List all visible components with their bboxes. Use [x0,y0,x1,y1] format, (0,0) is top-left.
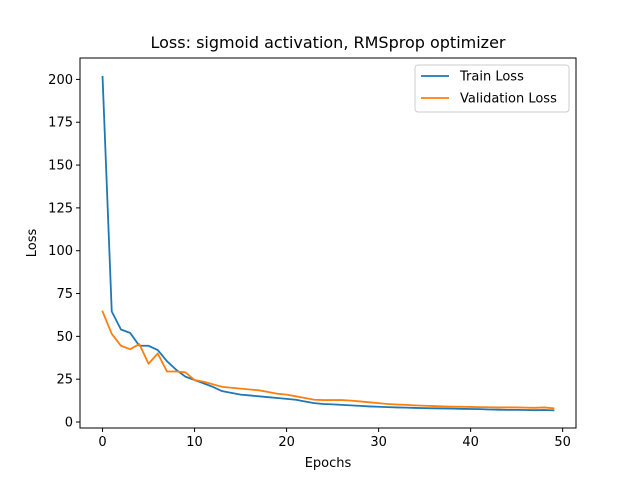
x-tick-label: 10 [186,435,203,450]
y-tick-label: 200 [48,73,73,88]
legend: Train Loss Validation Loss [414,64,570,113]
series-line-train-loss [101,75,555,412]
chart-title: Loss: sigmoid activation, RMSprop optimi… [151,33,506,52]
legend-label-validation-loss: Validation Loss [460,92,557,107]
x-tick-label: 40 [462,435,479,450]
y-axis: 0 25 50 75 100 125 150 175 200 [48,73,80,431]
y-tick-label: 0 [65,416,73,431]
y-tick-label: 175 [48,116,73,131]
axes-frame [79,57,577,429]
legend-label-train-loss: Train Loss [459,70,524,85]
x-tick-label: 0 [98,435,106,450]
y-tick-label: 25 [56,373,73,388]
x-tick-label: 50 [554,435,571,450]
y-tick-label: 100 [48,244,73,259]
y-tick-label: 75 [56,287,73,302]
y-tick-label: 125 [48,201,73,216]
series-line-validation-loss [101,310,555,410]
x-tick-label: 20 [278,435,295,450]
legend-box [414,64,570,113]
y-axis-label: Loss [25,229,40,258]
x-axis: 0 10 20 30 40 50 [98,428,571,450]
plot-area [101,75,555,412]
y-tick-label: 150 [48,159,73,174]
x-axis-label: Epochs [305,456,352,471]
y-tick-label: 50 [56,330,73,345]
x-tick-label: 30 [370,435,387,450]
